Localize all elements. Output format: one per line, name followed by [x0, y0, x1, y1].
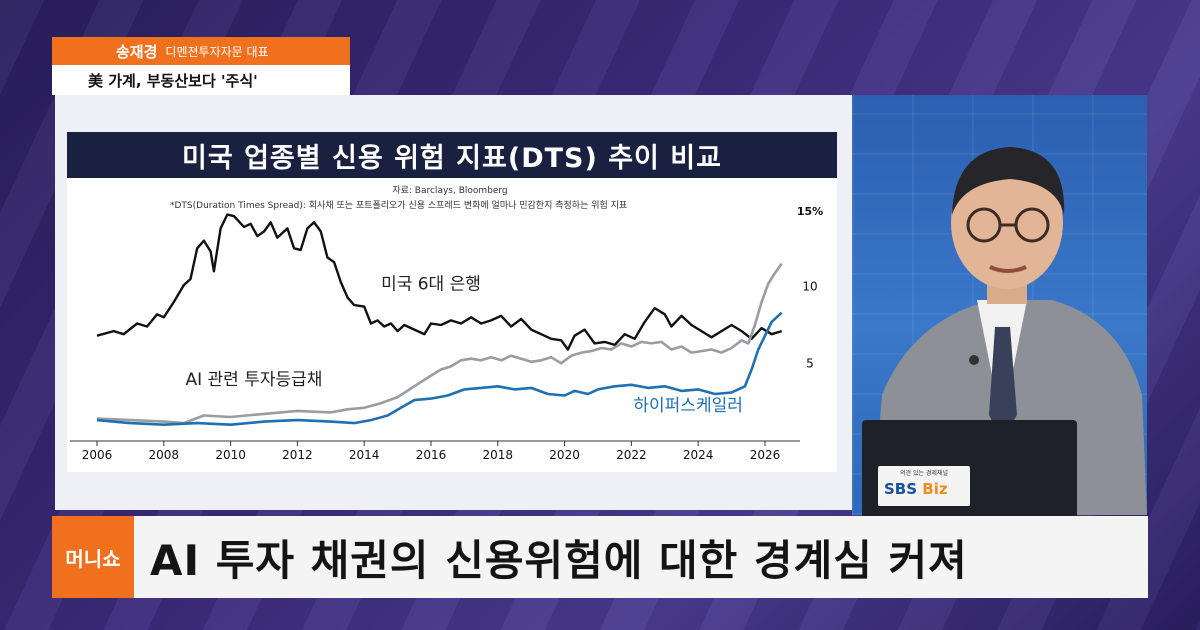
x-tick-label: 2024: [683, 448, 714, 462]
presenter-figure: [872, 147, 1147, 515]
series-line-bank: [96, 213, 783, 351]
x-tick-label: 2010: [215, 448, 246, 462]
headline-text: AI 투자 채권의 신용위험에 대한 경계심 커져: [150, 535, 968, 585]
speaker-caption: 송재경 디멘젼투자자문 대표: [52, 37, 350, 65]
y-unit-label: 15%: [797, 205, 823, 218]
series-label-bank: 미국 6대 은행: [381, 275, 481, 295]
chart-source: 자료: Barclays, Bloomberg: [392, 186, 508, 196]
x-tick-label: 2008: [149, 448, 180, 462]
headline-bar: [52, 516, 1148, 598]
sbs-biz-badge: 의견 있는 경제채널 SBS Biz: [878, 466, 970, 506]
y-tick-label: 10: [802, 280, 817, 294]
x-tick-label: 2012: [282, 448, 313, 462]
chart-title: 미국 업종별 신용 위험 지표(DTS) 추이 비교: [67, 132, 837, 178]
x-tick-label: 2014: [349, 448, 380, 462]
program-logo: 머니쇼: [52, 516, 134, 598]
speaker-role: 디멘젼투자자문 대표: [165, 44, 269, 59]
series-label-ai_ig: AI 관련 투자등급채: [186, 370, 323, 390]
y-tick-label: 5: [806, 356, 814, 370]
speaker-name: 송재경: [116, 42, 158, 61]
series-line-ai_ig: [96, 262, 783, 425]
x-tick-label: 2016: [416, 448, 447, 462]
chart-note: *DTS(Duration Times Spread): 회사채 또는 포트폴리…: [170, 201, 628, 211]
topic-caption: 美 가계, 부동산보다 '주식': [52, 65, 350, 95]
x-tick-label: 2026: [750, 448, 781, 462]
badge-tagline: 의견 있는 경제채널: [900, 470, 948, 477]
x-tick-label: 2022: [616, 448, 647, 462]
x-tick-label: 2006: [82, 448, 113, 462]
chart-card: [67, 132, 837, 472]
x-tick-label: 2020: [549, 448, 580, 462]
sbs-biz-logo: SBS Biz: [884, 480, 948, 498]
x-tick-label: 2018: [483, 448, 514, 462]
series-line-hyperscaler: [96, 311, 783, 426]
series-label-hyperscaler: 하이퍼스케일러: [633, 396, 742, 416]
